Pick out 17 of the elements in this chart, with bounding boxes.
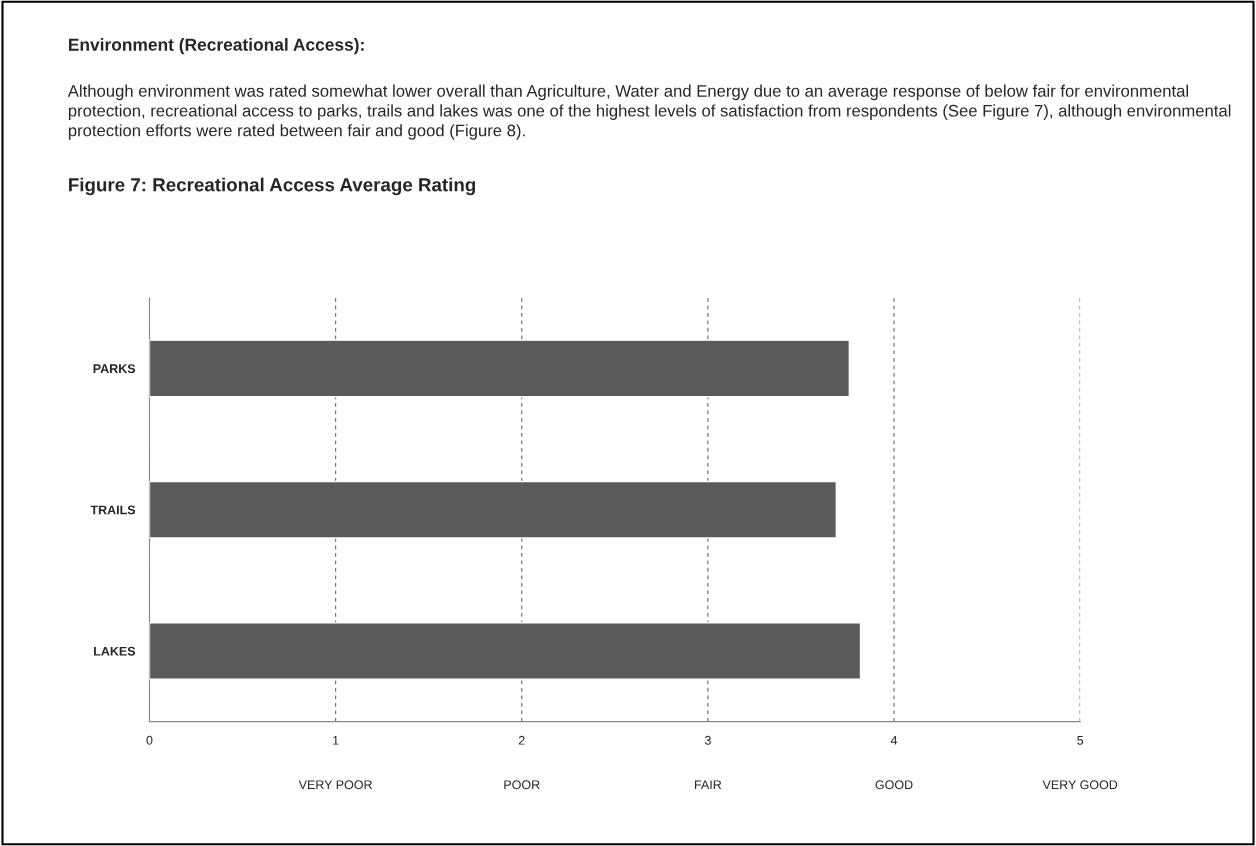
text: Although environment was rated somewhat lower overall than Agriculture, Water and Energy due to an average response of below fair for environmental protection, recreational access to parks, trails and lakes was one of the highest levels of satisfaction from respondents (See Figure 7), although environmental protection efforts were rated between fair and good (Figure 8). (67, 84, 1231, 140)
text: FAIR (695, 780, 722, 790)
x-tick-label: 3 (704, 735, 711, 745)
x-tick-label: 4 (890, 735, 898, 745)
y-tick-label: LAKES (94, 646, 136, 656)
text: GOOD (875, 780, 913, 790)
chart-title: Environment (Recreational Access): (68, 38, 364, 55)
x-tick-label: 0 (146, 735, 153, 745)
x-tick-label: 1 (333, 735, 339, 745)
x-tick-label: 5 (1077, 735, 1084, 745)
y-tick-label: TRAILS (90, 505, 136, 515)
text: VERY POOR (298, 780, 372, 790)
text: POOR (504, 780, 540, 790)
chart-subtitle: Figure 7: Recreational Access Average Rating (69, 177, 476, 196)
x-tick-label: 2 (518, 735, 525, 745)
y-tick-label: PARKS (93, 364, 136, 374)
text: VERY GOOD (1042, 780, 1118, 790)
